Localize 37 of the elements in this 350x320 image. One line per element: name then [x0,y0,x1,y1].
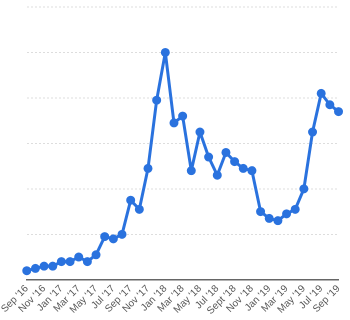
point [126,196,136,205]
point [74,252,84,262]
point [334,107,344,116]
point [299,184,308,194]
point [325,100,334,110]
point [221,148,230,157]
point [264,214,274,223]
point [169,118,178,128]
point [40,262,49,271]
point [290,204,300,214]
point [100,232,110,242]
point [247,166,256,176]
point [82,257,92,266]
point [92,250,101,260]
point [152,96,162,105]
point [30,264,40,273]
point [118,230,127,239]
point [238,164,248,173]
point [134,204,144,214]
point [273,216,282,226]
point [316,88,326,98]
point [160,48,170,57]
point [48,262,58,271]
point [256,207,266,216]
point [282,209,292,218]
point [144,164,152,173]
point [212,170,222,180]
point [108,234,118,244]
point [186,166,196,176]
point [308,128,318,137]
point [204,152,214,162]
point [230,157,240,166]
point [66,257,75,266]
point [56,257,66,266]
point [22,266,32,276]
point [178,112,188,121]
point [195,128,204,137]
